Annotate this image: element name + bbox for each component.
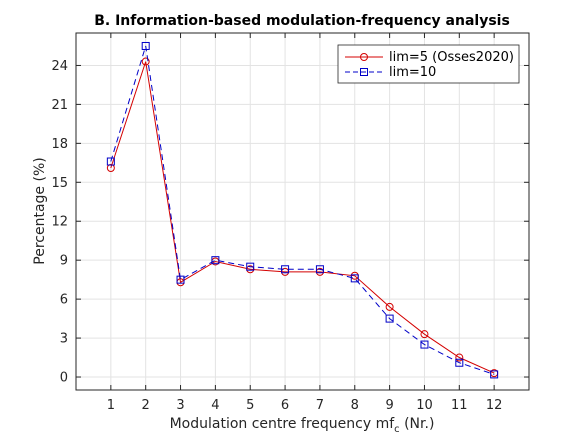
series-1-point bbox=[420, 330, 429, 339]
series-2-point bbox=[350, 274, 359, 283]
x-tick-label: 10 bbox=[416, 398, 433, 413]
x-tick-label: 3 bbox=[176, 398, 184, 413]
y-tick-label: 6 bbox=[60, 293, 68, 308]
x-axis-title-subscript: c bbox=[394, 424, 400, 435]
series-2-point bbox=[211, 256, 220, 265]
legend-marker-series-2 bbox=[360, 68, 368, 76]
y-tick-label: 9 bbox=[60, 254, 68, 269]
series-2 bbox=[106, 41, 499, 379]
series-2-point bbox=[315, 265, 324, 274]
y-tick-label: 12 bbox=[51, 215, 68, 230]
legend-label-series-1: lim=5 (Osses2020) bbox=[389, 50, 514, 65]
series-1-point bbox=[106, 164, 115, 173]
x-tick-label: 6 bbox=[281, 398, 289, 413]
x-axis-title-suffix: (Nr.) bbox=[400, 416, 435, 432]
series-2-point bbox=[176, 275, 185, 284]
x-tick-label: 4 bbox=[211, 398, 219, 413]
y-tick-label: 0 bbox=[60, 371, 68, 386]
series-2-line bbox=[110, 45, 495, 375]
x-tick-label: 11 bbox=[451, 398, 468, 413]
series-1-line bbox=[110, 61, 495, 374]
legend: lim=5 (Osses2020) lim=10 bbox=[337, 44, 520, 84]
plot-area bbox=[76, 33, 529, 390]
x-tick-label: 9 bbox=[385, 398, 393, 413]
series-2-point bbox=[455, 358, 464, 367]
y-axis-title: Percentage (%) bbox=[32, 157, 48, 264]
x-tick-label: 12 bbox=[486, 398, 503, 413]
series-2-point bbox=[385, 314, 394, 323]
x-tick-label: 8 bbox=[351, 398, 359, 413]
legend-box bbox=[337, 44, 520, 84]
series-1-point bbox=[385, 302, 394, 311]
x-tick-label: 5 bbox=[246, 398, 254, 413]
plot-frame bbox=[75, 32, 530, 391]
x-tick-label: 2 bbox=[142, 398, 150, 413]
series-2-point bbox=[141, 41, 150, 50]
chart-title: B. Information-based modulation-frequenc… bbox=[94, 13, 510, 29]
y-tick-label: 15 bbox=[51, 176, 68, 191]
series-2-point bbox=[106, 157, 115, 166]
series-2-point bbox=[281, 265, 290, 274]
legend-marker-series-1 bbox=[360, 53, 368, 61]
series-2-point bbox=[490, 370, 499, 379]
x-axis-title: Modulation centre frequency mfc (Nr.) bbox=[170, 416, 435, 435]
y-tick-label: 24 bbox=[51, 59, 68, 74]
series-2-point bbox=[420, 340, 429, 349]
series-1-point bbox=[141, 57, 150, 66]
legend-label-series-2: lim=10 bbox=[389, 65, 436, 80]
y-tick-label: 3 bbox=[60, 332, 68, 347]
x-tick-label: 1 bbox=[107, 398, 115, 413]
series-2-point bbox=[246, 262, 255, 271]
y-tick-label: 18 bbox=[51, 137, 68, 152]
series-layer bbox=[106, 41, 499, 379]
series-1-point bbox=[455, 353, 464, 362]
x-axis-title-main: Modulation centre frequency mf bbox=[170, 416, 396, 432]
x-tick-label: 7 bbox=[316, 398, 324, 413]
y-tick-label: 21 bbox=[51, 98, 68, 113]
